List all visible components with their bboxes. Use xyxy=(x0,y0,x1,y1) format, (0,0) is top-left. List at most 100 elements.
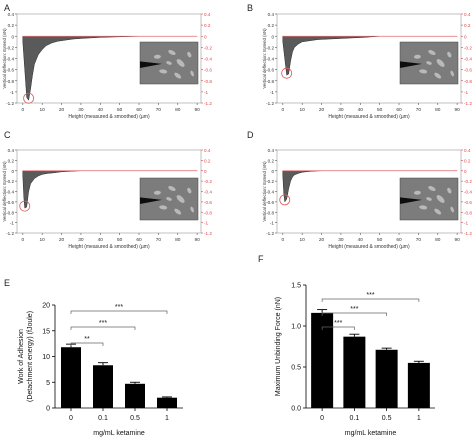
cell-shape xyxy=(166,61,172,65)
y-tick-label-right: -0.8 xyxy=(464,79,472,84)
x-tick-label: 0.1 xyxy=(350,415,360,422)
y-tick-label-left: -0.2 xyxy=(266,45,274,50)
y-tick-label-right: -0.6 xyxy=(204,68,212,73)
x-tick-label: 40 xyxy=(98,237,104,243)
x-tick-label: 20 xyxy=(59,237,65,243)
adhesion-minimum-marker xyxy=(19,200,31,212)
y-axis-title: Maximum Unbinding Force (nN) xyxy=(275,297,282,396)
x-tick-label: 0 xyxy=(21,237,24,243)
y-tick-label-left: -0.8 xyxy=(266,210,274,215)
y-axis-right: 0.4 0.2 0 -0.2 -0.4 -0.6 -0.8 -1 -1.2 xyxy=(461,148,472,236)
cell-shape xyxy=(190,206,194,213)
x-tick-label: 90 xyxy=(194,237,200,243)
y-tick-label-right: -1 xyxy=(464,221,469,226)
y-tick-label-right: -0.4 xyxy=(464,57,472,62)
y-tick-label-right: -0.4 xyxy=(204,57,212,62)
x-tick-label: 80 xyxy=(435,237,441,243)
y-tick-label-left: 0.2 xyxy=(8,23,15,28)
panel-letter: A xyxy=(4,3,10,13)
significance-bracket xyxy=(321,312,387,316)
y-tick-label-left: -0.4 xyxy=(6,57,14,62)
panel-c: C 0.4 0.2 0 -0.2 -0.4 -0.6 -0.8 -1 -1.2 0.4 0.2 0 -0.… xyxy=(2,130,212,250)
y-tick-label-right: -0.4 xyxy=(464,190,472,195)
x-axis: 0 10 20 30 40 50 60 70 80 90 xyxy=(21,233,200,243)
y-tick-label-right: -1 xyxy=(204,90,209,95)
x-tick-label: 40 xyxy=(358,107,364,113)
cantilever-shape xyxy=(400,197,423,205)
x-tick-label: 60 xyxy=(136,107,142,113)
x-axis: 0 10 20 30 40 50 60 70 80 90 xyxy=(281,103,460,113)
x-tick-label: 0.5 xyxy=(382,415,392,422)
y-tick-label-right: -0.2 xyxy=(464,179,472,184)
x-tick-label: 40 xyxy=(358,237,364,243)
cantilever-shape xyxy=(140,197,163,205)
x-axis-title: Height (measured & smoothed) (µm) xyxy=(328,114,410,120)
y-tick-label-left: 0.4 xyxy=(8,12,15,17)
panel-letter: C xyxy=(4,130,11,140)
y-tick-label-right: 0.2 xyxy=(204,158,211,163)
microscope-image-inset xyxy=(399,41,459,85)
y-tick-label-left: 0 xyxy=(11,169,14,174)
y-axis-title: Vertical deflection: Extend (nN) xyxy=(262,28,267,89)
y-tick-label-left: 0.4 xyxy=(268,12,275,17)
y-tick-label-left: 0.4 xyxy=(268,148,275,153)
y-axis-right: 0.4 0.2 0 -0.2 -0.4 -0.6 -0.8 -1 -1.2 xyxy=(201,148,212,236)
microscope-image-inset xyxy=(399,177,459,221)
cell-shape xyxy=(434,208,442,215)
significance-label: *** xyxy=(366,292,374,299)
significance-bracket xyxy=(321,326,355,330)
y-tick-label-left: -1.2 xyxy=(266,101,274,106)
x-tick-label: 30 xyxy=(78,237,84,243)
x-tick-label: 80 xyxy=(175,107,181,113)
x-tick-label: 30 xyxy=(78,107,84,113)
y-tick-label-left: -0.2 xyxy=(266,179,274,184)
y-tick-label-left: -0.6 xyxy=(6,200,14,205)
y-tick-label-right: 0.4 xyxy=(464,12,471,17)
y-tick-label-right: 0.2 xyxy=(464,158,471,163)
y-tick-label-right: -0.6 xyxy=(204,200,212,205)
bar xyxy=(407,362,430,408)
cell-shape xyxy=(450,206,454,213)
y-tick-label-left: -0.2 xyxy=(6,179,14,184)
y-tick-label-left: 0 xyxy=(271,169,274,174)
y-tick-label-right: 0.2 xyxy=(464,23,471,28)
bar xyxy=(93,365,113,408)
x-tick-label: 50 xyxy=(377,107,383,113)
cell-shape xyxy=(447,187,452,194)
microscope-image-inset xyxy=(139,41,199,85)
y-tick-label-left: -0.4 xyxy=(266,190,274,195)
y-tick-label-left: 0.2 xyxy=(268,23,275,28)
y-axis-left: 0.4 0.2 0 -0.2 -0.4 -0.6 -0.8 -1 -1.2 xyxy=(266,148,277,236)
significance-label: *** xyxy=(334,320,342,327)
x-tick-label: 50 xyxy=(377,237,383,243)
panel-d: D 0.4 0.2 0 -0.2 -0.4 -0.6 -0.8 -1 -1.2 0.4 0.2 0 -0.… xyxy=(247,130,472,250)
x-axis-title: Height (measured & smoothed) (µm) xyxy=(68,244,150,250)
adhesion-minimum-marker xyxy=(23,92,35,104)
bar xyxy=(61,347,81,408)
cell-shape xyxy=(174,208,182,215)
bar xyxy=(311,312,334,408)
y-axis-title-line2: (Detachment energy) (fJoule) xyxy=(27,311,34,402)
x-tick-label: 10 xyxy=(300,107,306,113)
x-tick-label: 90 xyxy=(194,107,200,113)
cell-shape xyxy=(434,72,442,79)
y-tick-label-left: 0 xyxy=(11,34,14,39)
x-axis: 0 10 20 30 40 50 60 70 80 90 xyxy=(21,103,200,113)
x-tick-label: 10 xyxy=(40,107,46,113)
cell-shape xyxy=(153,54,161,59)
y-tick-label-right: 0 xyxy=(464,34,467,39)
significance-bracket xyxy=(70,342,104,346)
significance-label: ** xyxy=(84,336,90,343)
significance-bracket xyxy=(70,310,168,314)
y-tick-label-left: -0.6 xyxy=(266,200,274,205)
x-tick-label: 0 xyxy=(281,237,284,243)
y-axis-left: 0.4 0.2 0 -0.2 -0.4 -0.6 -0.8 -1 -1.2 xyxy=(6,12,17,106)
x-tick-label: 20 xyxy=(319,237,325,243)
bar xyxy=(343,336,366,408)
significance-bracket xyxy=(321,298,420,302)
y-axis-title: Vertical deflection: Extend (nN) xyxy=(2,28,7,89)
x-tick-label: 70 xyxy=(156,107,162,113)
y-tick-label-left: -1 xyxy=(10,221,15,226)
y-tick-label-right: 0.4 xyxy=(464,148,471,153)
